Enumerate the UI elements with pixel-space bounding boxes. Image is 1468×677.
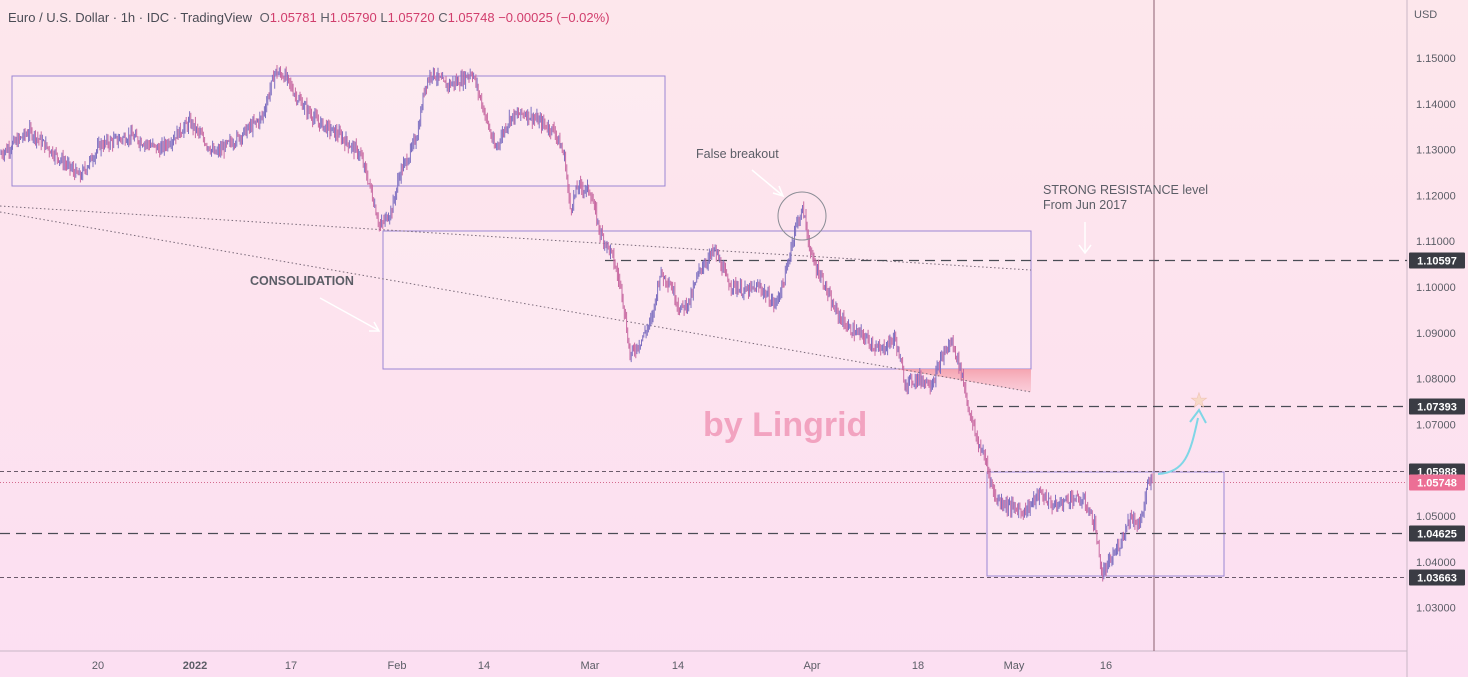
price-axis-ticks: 1.15000 1.14000 1.13000 1.12000 1.11000 1.100…: [1416, 53, 1456, 615]
y-tick-label: 1.08000: [1416, 374, 1456, 386]
trendline-upper[interactable]: [0, 205, 1032, 271]
x-tick-label: 16: [1100, 660, 1112, 672]
x-tick-label: May: [1004, 660, 1025, 672]
consolidation-arrow: [319, 297, 379, 331]
open-label: O: [259, 10, 270, 25]
price-tag: [1409, 569, 1465, 586]
x-tick-label: Apr: [803, 660, 820, 672]
price-tag: [1409, 252, 1465, 269]
resistance-arrowhead: [1078, 244, 1092, 255]
y-tick-label: 1.14000: [1416, 99, 1456, 111]
projection-arrowhead: [1189, 408, 1207, 424]
high-value: 1.05790: [329, 10, 377, 25]
ohlc-values: O1.05781 H1.05790 L1.05720 C1.05748 −0.0…: [260, 10, 610, 25]
chart-header: Euro / U.S. Dollar · 1h · IDC · TradingV…: [8, 10, 610, 25]
y-tick-label: 1.13000: [1416, 145, 1456, 157]
y-tick-label: 1.05000: [1416, 511, 1456, 523]
target-star-icon: ★: [1190, 390, 1208, 412]
price-tag: [1409, 525, 1465, 542]
price-tag: [1409, 398, 1465, 415]
low-label: L: [380, 10, 388, 25]
candles: [0, 65, 1153, 582]
y-tick-label: 1.15000: [1416, 53, 1456, 65]
close-label: C: [438, 10, 448, 25]
false-breakout-label: False breakout: [696, 147, 779, 161]
consolidation-box[interactable]: [382, 230, 1032, 370]
x-tick-label: 2022: [183, 660, 207, 672]
y-tick-label: 1.04000: [1416, 557, 1456, 569]
price-tag-label: 1.04625: [1417, 529, 1457, 541]
x-tick-label: Mar: [581, 660, 600, 672]
price-tag-label: 1.07393: [1417, 402, 1457, 414]
y-tick-label: 1.03000: [1416, 603, 1456, 615]
currency-label: USD: [1414, 9, 1437, 21]
x-tick-label: 18: [912, 660, 924, 672]
price-tags: 1.105971.073931.059881.057481.046251.036…: [1409, 252, 1465, 586]
y-tick-label: 1.10000: [1416, 282, 1456, 294]
false-breakout-arrowhead: [772, 185, 785, 198]
x-tick-label: 20: [92, 660, 104, 672]
projection-arrow[interactable]: [1157, 417, 1199, 475]
trendline-lower[interactable]: [0, 211, 1032, 393]
high-label: H: [320, 10, 330, 25]
change-value: −0.00025 (−0.02%): [498, 10, 610, 25]
x-tick-label: 14: [672, 660, 684, 672]
price-tag: [1409, 474, 1465, 491]
time-axis-ticks: 20 2022 17 Feb 14 Mar 14 Apr 18 May 16: [92, 660, 1112, 672]
y-tick-label: 1.09000: [1416, 328, 1456, 340]
low-value: 1.05720: [387, 10, 435, 25]
consolidation-arrowhead: [369, 321, 381, 332]
y-tick-label: 1.11000: [1416, 236, 1455, 248]
price-tag-label: 1.05748: [1417, 478, 1457, 490]
x-tick-label: 14: [478, 660, 490, 672]
resistance-label-line1: STRONG RESISTANCE level: [1043, 183, 1208, 197]
false-breakout-circle[interactable]: [777, 191, 827, 241]
consolidation-label: CONSOLIDATION: [250, 274, 354, 288]
close-value: 1.05748: [447, 10, 495, 25]
symbol-title[interactable]: Euro / U.S. Dollar · 1h · IDC · TradingV…: [8, 10, 252, 25]
x-tick-label: Feb: [388, 660, 407, 672]
range-box-bottom[interactable]: [986, 471, 1225, 577]
false-breakout-arrow: [751, 169, 783, 196]
resistance-label-line2: From Jun 2017: [1043, 198, 1127, 212]
y-tick-label: 1.07000: [1416, 419, 1456, 431]
price-tag-label: 1.03663: [1417, 573, 1457, 585]
price-tag-label: 1.10597: [1417, 256, 1457, 268]
open-value: 1.05781: [269, 10, 317, 25]
x-tick-label: 17: [285, 660, 297, 672]
y-tick-label: 1.12000: [1416, 190, 1456, 202]
watermark: by Lingrid: [703, 406, 867, 444]
